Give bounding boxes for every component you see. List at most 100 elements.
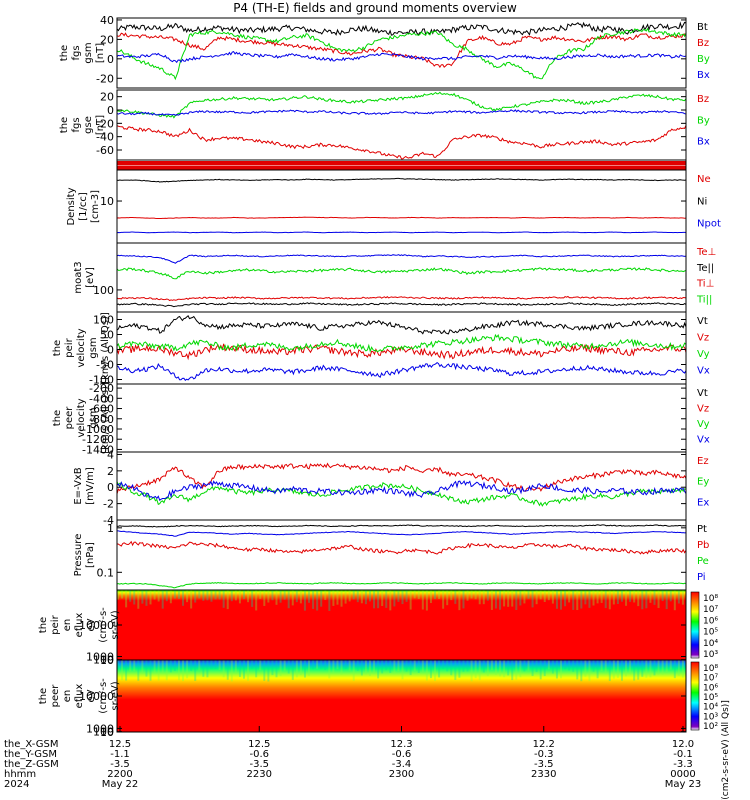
spectrogram-texture [466,590,469,601]
series-Ne [116,216,687,219]
spectrogram-texture [596,660,599,679]
legend-label: Vz [697,333,709,344]
spectrogram-texture [247,660,250,681]
spectrogram-texture [637,590,640,607]
y-tick-label: 40 [100,14,114,27]
y-axis-label: the [52,340,63,356]
spectrogram-texture [218,590,221,600]
y-tick-label: 10 [100,726,114,739]
spectrogram-texture [352,660,355,681]
panel-1 [116,89,687,161]
spectrogram-texture [604,590,607,609]
y-axis-label: sr-eV) [110,610,121,639]
legend-label: Vt [697,316,708,327]
spectrogram-texture [234,660,237,674]
spectrogram-texture [511,660,514,681]
spectrogram-texture [259,660,262,671]
series-Bz [116,125,687,160]
y-axis-label: fgs [71,45,82,60]
spectrogram-texture [515,660,518,680]
y-axis-label: [mV/m] [85,467,96,505]
spectrogram-texture [434,660,437,681]
spectrogram-texture [657,590,660,609]
spectrogram-texture [539,660,542,680]
spectrogram-texture [157,590,160,602]
spectrogram-texture [320,590,323,607]
x-axis-row-label: the_X-GSM [4,739,58,750]
spectrogram-texture [368,660,371,676]
spectrogram-texture [344,660,347,669]
legend-label: Vt [697,388,708,399]
x-axis-row-label: hhmm [4,769,36,780]
spectrogram-texture [482,590,485,605]
legend-label: Ti⊥ [696,279,714,290]
spectrogram-texture [165,660,168,681]
legend-label: By [697,54,710,65]
spectrogram-texture [324,660,327,671]
y-tick-label: 1000 [86,651,114,664]
spectrogram-texture [324,590,327,600]
spectrogram-texture [397,590,400,602]
panel-frame [116,242,687,313]
spectrogram-texture [458,590,461,611]
x-tick-label: -0.1 [673,749,693,760]
x-tick-label: May 22 [102,779,139,790]
y-axis-label: peir [50,614,61,634]
y-axis-label: eV [86,618,97,631]
x-tick-label: 12.2 [533,739,555,750]
spectrogram-texture [173,660,176,672]
legend-label: Bt [697,22,708,33]
spectrogram-texture [169,590,172,604]
spectrogram-texture [340,660,343,675]
spectrogram-texture [263,590,266,606]
spectrogram-texture [198,660,201,671]
spectrogram-texture [494,660,497,675]
x-axis-row-label: 2024 [4,779,29,790]
series-Npot [116,231,687,234]
spectrogram-texture [564,590,567,607]
spectrogram-texture [344,590,347,604]
series-Bx [116,50,687,64]
series-Ti|| [116,267,687,280]
spectrogram-texture [364,660,367,675]
spectrogram-texture [588,660,591,682]
y-axis-label: fgs [71,117,82,132]
spectrogram-texture [531,660,534,676]
spectrogram-texture [389,590,392,611]
y-axis-label: eflux [74,613,85,638]
spectrogram-texture [535,590,538,605]
x-tick-label: 12.0 [672,739,694,750]
spectrogram-texture [413,660,416,671]
legend-label: Pi [697,572,706,583]
spectrogram-texture [438,590,441,599]
series-Vx [116,361,687,382]
spectrogram-texture [242,590,245,600]
spectrogram-texture [393,660,396,675]
y-tick-label: -1400 [82,443,114,456]
spectrogram-texture [259,590,262,599]
x-axis-row-label: the_Y-GSM [4,749,57,760]
spectrogram-texture [405,660,408,672]
spectrogram-texture [592,660,595,672]
legend-label: Ey [697,477,709,488]
spectrogram-texture [238,660,241,677]
spectrogram-texture [373,590,376,609]
x-tick-label: -3.3 [673,759,693,770]
x-tick-label: -3.5 [534,759,554,770]
spectrogram-texture [182,590,185,606]
y-tick-label: 1 [107,522,114,535]
x-axis-row-label: the_Z-GSM [4,759,59,770]
spectrogram-texture [641,590,644,610]
spectrogram-texture [523,660,526,672]
spectrogram-texture [588,590,591,608]
spectrogram-texture [629,660,632,675]
spectrogram-texture [141,590,144,604]
y-axis-label: velocity [76,328,87,367]
spectrogram-texture [279,660,282,677]
legend-label: Te|| [696,263,714,274]
panel-frame [116,519,687,591]
panel-6 [116,383,687,453]
spectrogram-texture [596,590,599,604]
y-tick-label: -20 [96,117,114,130]
spectrogram-texture [555,660,558,679]
